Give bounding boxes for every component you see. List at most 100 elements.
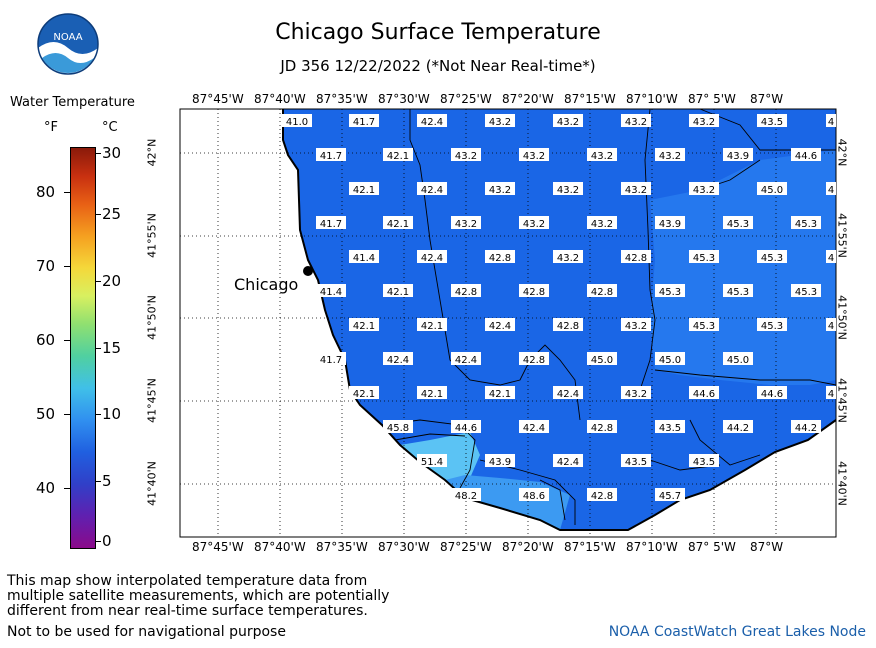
svg-text:42.4: 42.4 bbox=[421, 253, 443, 264]
lon-label: 87° 5'W bbox=[688, 92, 736, 106]
temperature-value: 44.6 bbox=[791, 148, 821, 162]
svg-text:42.1: 42.1 bbox=[353, 321, 375, 332]
noaa-logo-icon: NOAA bbox=[37, 13, 99, 76]
svg-text:42.4: 42.4 bbox=[421, 117, 443, 128]
lon-label: 87°10'W bbox=[626, 540, 678, 554]
svg-text:42.4: 42.4 bbox=[455, 355, 477, 366]
lat-label: 41°40'N bbox=[835, 461, 849, 506]
lon-label: 87°45'W bbox=[192, 540, 244, 554]
temperature-value: 42.8 bbox=[587, 488, 617, 502]
legend-f-tick: 60 bbox=[36, 331, 56, 349]
svg-text:45.0: 45.0 bbox=[727, 355, 749, 366]
temperature-value: 43.2 bbox=[485, 114, 515, 128]
svg-text:41.7: 41.7 bbox=[320, 151, 342, 162]
legend-f-tickmark bbox=[64, 266, 70, 267]
temperature-value: 45.3 bbox=[757, 250, 787, 264]
svg-text:41.7: 41.7 bbox=[353, 117, 375, 128]
svg-text:41.7: 41.7 bbox=[320, 219, 342, 230]
temperature-value: 44.6 bbox=[451, 420, 481, 434]
svg-text:45.8: 45.8 bbox=[387, 423, 409, 434]
legend-c-tickmark bbox=[95, 348, 101, 349]
svg-text:42.4: 42.4 bbox=[557, 457, 579, 468]
lon-label: 87°30'W bbox=[378, 540, 430, 554]
svg-text:48.6: 48.6 bbox=[523, 491, 545, 502]
temperature-value: 45.3 bbox=[791, 284, 821, 298]
svg-text:43.2: 43.2 bbox=[625, 185, 647, 196]
svg-text:42.4: 42.4 bbox=[489, 321, 511, 332]
svg-text:42.1: 42.1 bbox=[421, 321, 443, 332]
temperature-value: 45.0 bbox=[757, 182, 787, 196]
chicago-marker bbox=[303, 266, 313, 276]
temperature-value: 43.5 bbox=[655, 420, 685, 434]
svg-text:45.3: 45.3 bbox=[761, 321, 783, 332]
temperature-value: 4 bbox=[826, 386, 836, 400]
svg-text:42.1: 42.1 bbox=[353, 185, 375, 196]
lon-label: 87° 5'W bbox=[688, 540, 736, 554]
coastline bbox=[282, 109, 837, 531]
legend-c-tick: 30 bbox=[102, 144, 122, 162]
svg-text:44.6: 44.6 bbox=[761, 389, 783, 400]
lon-label: 87°30'W bbox=[378, 92, 430, 106]
temperature-value: 4 bbox=[826, 114, 836, 128]
svg-text:4: 4 bbox=[828, 389, 834, 400]
svg-text:42.1: 42.1 bbox=[353, 389, 375, 400]
svg-text:42.4: 42.4 bbox=[557, 389, 579, 400]
legend-f-tickmark bbox=[64, 340, 70, 341]
legend-c-tick: 25 bbox=[102, 205, 122, 223]
svg-text:42.8: 42.8 bbox=[591, 423, 613, 434]
svg-text:43.2: 43.2 bbox=[591, 151, 613, 162]
legend-c-tickmark bbox=[95, 541, 101, 542]
temperature-value: 43.2 bbox=[553, 114, 583, 128]
svg-text:45.3: 45.3 bbox=[693, 321, 715, 332]
temperature-value: 43.2 bbox=[621, 318, 651, 332]
temperature-value: 42.1 bbox=[349, 182, 379, 196]
map-title: Chicago Surface Temperature bbox=[275, 20, 601, 45]
temperature-value: 42.1 bbox=[485, 386, 515, 400]
temperature-value: 41.0 bbox=[282, 114, 312, 128]
temperature-value: 43.2 bbox=[689, 114, 719, 128]
temperature-value: 43.2 bbox=[519, 216, 549, 230]
temperature-value: 45.3 bbox=[791, 216, 821, 230]
svg-text:45.3: 45.3 bbox=[659, 287, 681, 298]
temperature-value: 43.2 bbox=[519, 148, 549, 162]
temperature-value: 48.6 bbox=[519, 488, 549, 502]
legend-f-tick: 80 bbox=[36, 183, 56, 201]
temperature-value: 48.2 bbox=[451, 488, 481, 502]
temperature-value: 42.8 bbox=[587, 420, 617, 434]
lon-label: 87°45'W bbox=[192, 92, 244, 106]
temperature-value: 43.2 bbox=[655, 148, 685, 162]
legend-c-tick: 20 bbox=[102, 272, 122, 290]
svg-text:45.3: 45.3 bbox=[795, 287, 817, 298]
svg-text:43.5: 43.5 bbox=[693, 457, 715, 468]
legend-f-tick: 70 bbox=[36, 257, 56, 275]
footer-note: This map show interpolated temperature d… bbox=[7, 574, 389, 619]
temperature-value: 4 bbox=[826, 182, 836, 196]
temperature-value: 42.4 bbox=[553, 386, 583, 400]
svg-text:44.6: 44.6 bbox=[693, 389, 715, 400]
svg-text:44.6: 44.6 bbox=[455, 423, 477, 434]
footer-note-line-2: multiple satellite measurements, which a… bbox=[7, 588, 390, 604]
lon-label: 87°15'W bbox=[564, 540, 616, 554]
temperature-value: 45.3 bbox=[689, 318, 719, 332]
credit-line: NOAA CoastWatch Great Lakes Node bbox=[608, 624, 866, 640]
svg-text:45.0: 45.0 bbox=[591, 355, 613, 366]
temperature-value: 45.0 bbox=[723, 352, 753, 366]
temperature-value: 43.2 bbox=[587, 216, 617, 230]
temperature-value: 42.8 bbox=[519, 352, 549, 366]
lon-label: 87°35'W bbox=[316, 92, 368, 106]
legend-unit-f: °F bbox=[44, 120, 58, 135]
temperature-labels: 41.0 41.7 42.4 43.2 43.2 43.2 43.2 43.5 4 41.7 42.… bbox=[282, 114, 836, 502]
svg-text:41.0: 41.0 bbox=[286, 117, 308, 128]
temperature-value: 45.3 bbox=[655, 284, 685, 298]
graticule bbox=[180, 109, 836, 537]
svg-text:4: 4 bbox=[828, 253, 834, 264]
svg-text:4: 4 bbox=[828, 321, 834, 332]
svg-text:42.8: 42.8 bbox=[489, 253, 511, 264]
svg-text:44.2: 44.2 bbox=[795, 423, 817, 434]
temperature-value: 45.3 bbox=[723, 284, 753, 298]
noaa-logo-text: NOAA bbox=[53, 32, 82, 43]
temperature-value: 43.2 bbox=[451, 148, 481, 162]
svg-text:44.2: 44.2 bbox=[727, 423, 749, 434]
lon-label: 87°35'W bbox=[316, 540, 368, 554]
svg-text:41.4: 41.4 bbox=[353, 253, 375, 264]
